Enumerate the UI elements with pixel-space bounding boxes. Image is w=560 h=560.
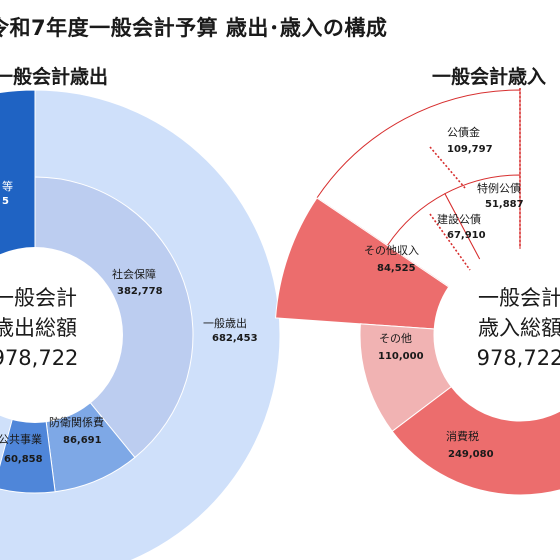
revenue-center-total: 978,722 bbox=[477, 346, 560, 370]
social-security-value: 382,778 bbox=[117, 286, 163, 297]
bond-divider-line bbox=[429, 146, 466, 189]
special-bond-label: 特例公債 bbox=[477, 181, 521, 195]
general-expenditure-value: 682,453 bbox=[212, 333, 258, 344]
expenditure-subtitle: 一般会計歳出 bbox=[0, 66, 109, 88]
revenue-center-line2: 歳入総額 bbox=[478, 316, 560, 340]
expenditure-center bbox=[0, 247, 123, 423]
other-label: その他 bbox=[379, 332, 412, 345]
public-bond-value: 109,797 bbox=[447, 144, 493, 155]
defense-value: 86,691 bbox=[63, 435, 102, 446]
general-expenditure-label: 一般歳出 bbox=[203, 316, 247, 330]
defense-label: 防衛関係費 bbox=[49, 415, 104, 429]
revenue-center bbox=[434, 249, 560, 421]
consumption-tax-value: 249,080 bbox=[448, 449, 494, 460]
construction-bond-label: 建設公債 bbox=[437, 212, 481, 226]
other-value: 110,000 bbox=[378, 351, 424, 362]
public-works-label: 公共事業 bbox=[0, 433, 42, 446]
local-allocation-partial-label: 等 bbox=[2, 179, 13, 193]
revenue-subtitle: 一般会計歳入 bbox=[432, 66, 547, 88]
other-income-value: 84,525 bbox=[377, 263, 416, 274]
public-bond-label: 公債金 bbox=[447, 125, 480, 139]
other-income-label: その他収入 bbox=[364, 244, 419, 257]
construction-bond-value: 67,910 bbox=[447, 230, 486, 241]
expenditure-center-total: 978,722 bbox=[0, 346, 78, 370]
revenue-chart: 公債金 109,797 特例公債 51,887 建設公債 67,910 その他収… bbox=[275, 88, 560, 496]
expenditure-chart: 一般歳出 682,453 社会保障 382,778 防衛関係費 86,691 公… bbox=[0, 89, 281, 560]
expenditure-center-line1: 一般会計 bbox=[0, 286, 77, 310]
revenue-center-line1: 一般会計 bbox=[478, 286, 560, 310]
social-security-label: 社会保障 bbox=[112, 267, 156, 281]
consumption-tax-label: 消費税 bbox=[446, 429, 479, 443]
local-allocation-partial-value: 5 bbox=[2, 196, 9, 207]
expenditure-center-line2: 歳出総額 bbox=[0, 316, 77, 340]
bond-divider-line bbox=[429, 213, 471, 271]
special-bond-value: 51,887 bbox=[485, 199, 524, 210]
chart-title: 令和7年度一般会計予算 歳出･歳入の構成 bbox=[0, 16, 388, 40]
public-works-value: 60,858 bbox=[4, 454, 43, 465]
